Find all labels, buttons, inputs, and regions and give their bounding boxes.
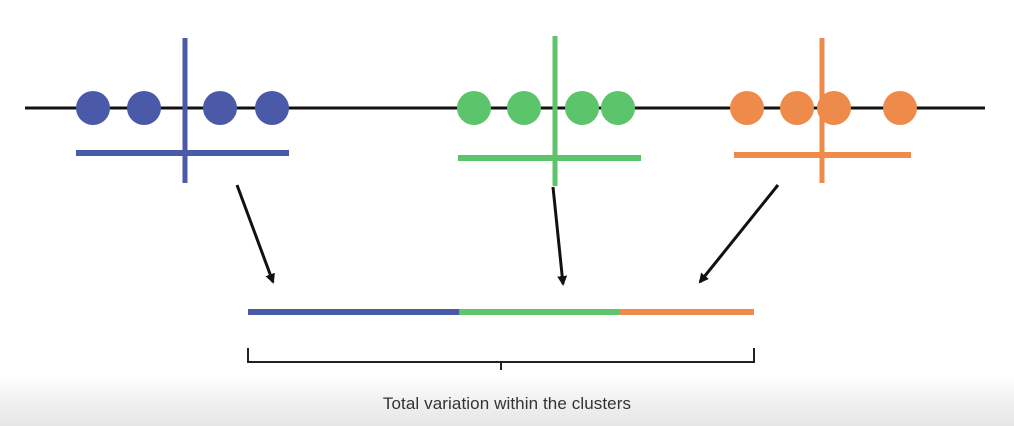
cluster-blue [76,38,289,183]
cluster-layer [76,36,917,186]
cluster-green-point [507,91,541,125]
cluster-orange-point [883,91,917,125]
cluster-orange-point [817,91,851,125]
cluster-orange-point [730,91,764,125]
cluster-orange [730,38,917,183]
arrow-layer [235,184,780,286]
cluster-blue-point [76,91,110,125]
cluster-orange-point [780,91,814,125]
arrow-orange [698,184,780,284]
cluster-blue-point [255,91,289,125]
diagram-caption: Total variation within the clusters [382,394,632,413]
cluster-green-point [565,91,599,125]
cluster-blue-point [203,91,237,125]
cluster-blue-point [127,91,161,125]
cluster-green-point [601,91,635,125]
cluster-green [457,36,641,186]
cluster-green-point [457,91,491,125]
arrow-blue [235,184,275,284]
arrow-green [551,186,568,286]
total-bracket [247,348,755,370]
